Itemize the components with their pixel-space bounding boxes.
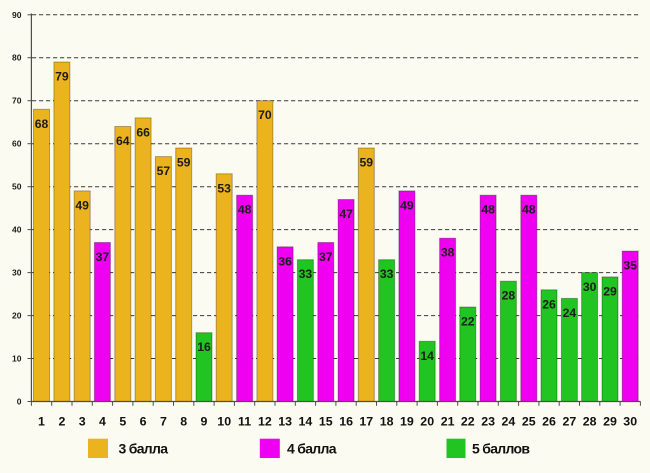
svg-text:48: 48 bbox=[522, 203, 536, 217]
svg-text:24: 24 bbox=[502, 415, 516, 429]
svg-text:70: 70 bbox=[258, 108, 272, 122]
svg-text:50: 50 bbox=[12, 182, 22, 192]
svg-text:16: 16 bbox=[339, 415, 353, 429]
svg-text:36: 36 bbox=[278, 254, 292, 268]
svg-text:30: 30 bbox=[583, 280, 597, 294]
svg-text:7: 7 bbox=[160, 415, 167, 429]
svg-text:28: 28 bbox=[583, 415, 597, 429]
svg-text:5 баллов: 5 баллов bbox=[472, 441, 530, 457]
svg-text:37: 37 bbox=[319, 250, 333, 264]
svg-text:21: 21 bbox=[441, 415, 455, 429]
svg-text:48: 48 bbox=[481, 203, 495, 217]
svg-text:22: 22 bbox=[461, 415, 475, 429]
svg-text:26: 26 bbox=[542, 415, 556, 429]
svg-text:64: 64 bbox=[116, 134, 130, 148]
svg-text:79: 79 bbox=[55, 70, 69, 84]
svg-text:26: 26 bbox=[542, 297, 556, 311]
svg-text:57: 57 bbox=[157, 164, 171, 178]
svg-text:6: 6 bbox=[140, 415, 147, 429]
svg-text:10: 10 bbox=[12, 354, 22, 364]
svg-text:49: 49 bbox=[75, 198, 89, 212]
svg-text:12: 12 bbox=[258, 415, 272, 429]
svg-text:2: 2 bbox=[58, 415, 65, 429]
svg-text:5: 5 bbox=[119, 415, 126, 429]
svg-text:60: 60 bbox=[12, 139, 22, 149]
svg-text:48: 48 bbox=[238, 203, 252, 217]
svg-text:1: 1 bbox=[38, 415, 45, 429]
svg-text:9: 9 bbox=[201, 415, 208, 429]
svg-text:25: 25 bbox=[522, 415, 536, 429]
svg-text:27: 27 bbox=[563, 415, 577, 429]
svg-text:68: 68 bbox=[35, 117, 49, 131]
svg-text:70: 70 bbox=[12, 96, 22, 106]
svg-text:8: 8 bbox=[180, 415, 187, 429]
svg-text:19: 19 bbox=[400, 415, 414, 429]
svg-text:29: 29 bbox=[603, 284, 617, 298]
svg-text:14: 14 bbox=[299, 415, 313, 429]
svg-text:3 балла: 3 балла bbox=[119, 441, 169, 457]
svg-text:10: 10 bbox=[217, 415, 231, 429]
svg-text:17: 17 bbox=[359, 415, 373, 429]
svg-text:13: 13 bbox=[278, 415, 292, 429]
svg-text:30: 30 bbox=[12, 268, 22, 278]
svg-text:59: 59 bbox=[360, 156, 374, 170]
svg-text:29: 29 bbox=[603, 415, 617, 429]
svg-text:14: 14 bbox=[420, 349, 434, 363]
svg-text:35: 35 bbox=[623, 259, 637, 273]
svg-text:24: 24 bbox=[563, 306, 577, 320]
svg-text:49: 49 bbox=[400, 198, 414, 212]
svg-text:59: 59 bbox=[177, 156, 191, 170]
svg-text:22: 22 bbox=[461, 315, 475, 329]
svg-text:33: 33 bbox=[299, 267, 313, 281]
svg-text:15: 15 bbox=[319, 415, 333, 429]
svg-text:16: 16 bbox=[197, 340, 211, 354]
svg-text:40: 40 bbox=[12, 225, 22, 235]
svg-text:33: 33 bbox=[380, 267, 394, 281]
svg-text:4 балла: 4 балла bbox=[287, 441, 337, 457]
svg-text:37: 37 bbox=[96, 250, 110, 264]
svg-text:23: 23 bbox=[481, 415, 495, 429]
svg-text:80: 80 bbox=[12, 53, 22, 63]
svg-text:20: 20 bbox=[12, 311, 22, 321]
svg-text:66: 66 bbox=[136, 125, 150, 139]
svg-text:30: 30 bbox=[623, 415, 637, 429]
svg-text:20: 20 bbox=[420, 415, 434, 429]
svg-text:47: 47 bbox=[339, 207, 353, 221]
svg-text:90: 90 bbox=[12, 10, 22, 20]
svg-text:53: 53 bbox=[217, 181, 231, 195]
svg-text:3: 3 bbox=[79, 415, 86, 429]
svg-text:4: 4 bbox=[99, 415, 106, 429]
svg-text:28: 28 bbox=[502, 289, 516, 303]
svg-text:38: 38 bbox=[441, 246, 455, 260]
svg-text:18: 18 bbox=[380, 415, 394, 429]
svg-text:11: 11 bbox=[238, 415, 251, 429]
svg-text:0: 0 bbox=[17, 397, 22, 407]
